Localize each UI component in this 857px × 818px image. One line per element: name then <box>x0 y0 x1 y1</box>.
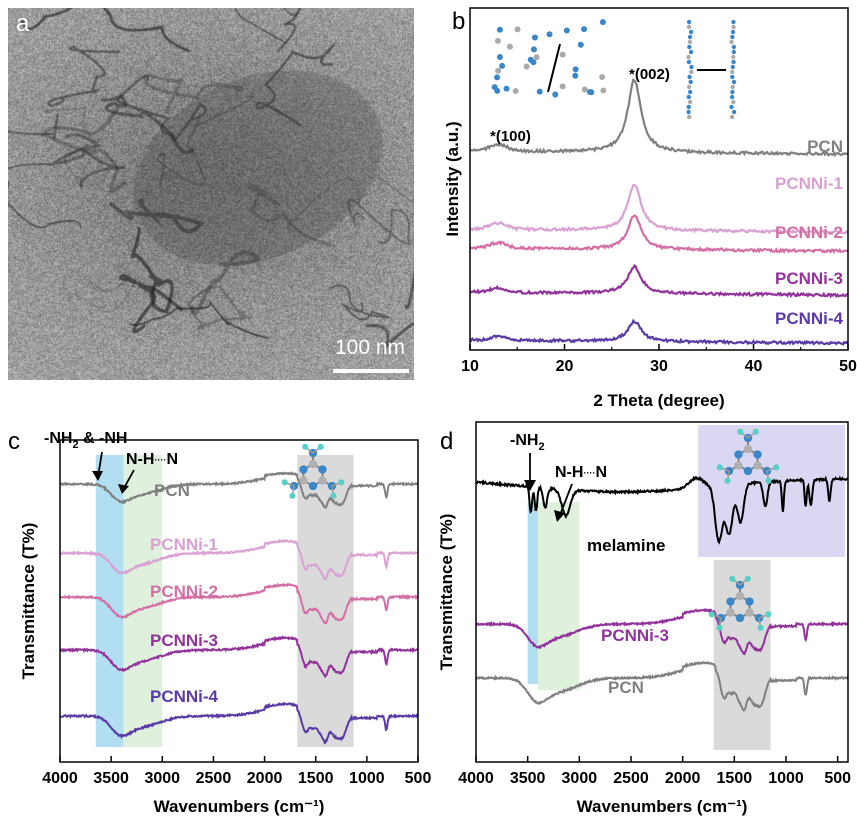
xrd-x-tick-label: 10 <box>461 358 479 375</box>
xrd-series-pcnni-2 <box>470 214 848 254</box>
hbond-arrow-d <box>559 483 573 516</box>
ftir-c-series-label: PCNNi-1 <box>150 535 218 554</box>
ftir-c-series-label: PCNNi-2 <box>150 582 218 601</box>
nh2-label: -NH2 <box>510 432 545 453</box>
ftir-c-x-tick-label: 2000 <box>247 770 283 787</box>
xrd-peak-002-label: *(002) <box>629 66 670 83</box>
xrd-series-pcn <box>470 78 848 158</box>
triazine-structure-icon <box>281 443 345 499</box>
xrd-x-tick-label: 50 <box>839 358 857 375</box>
ftir-d-series-label: melamine <box>587 536 665 555</box>
xrd-chart: b PCN PCNNi-1 PCNNi-2 PCNNi-3 PCNNi-4 *(100)… <box>443 7 857 410</box>
ftir-c-x-tick-label: 2500 <box>196 770 232 787</box>
xrd-peak-100-label: *(100) <box>490 128 531 145</box>
ftir-c-series-label: PCNNi-3 <box>150 631 218 650</box>
ftir-d-series-melamine <box>476 475 848 545</box>
ftir-d-x-tick-label: 2500 <box>613 770 649 787</box>
ftir-d-x-tick-label: 1500 <box>717 770 753 787</box>
ftir-d-series-label: PCN <box>608 678 644 697</box>
xrd-x-tick-label: 40 <box>745 358 763 375</box>
hbond-arrowhead <box>118 484 129 494</box>
xrd-x-tick-label: 30 <box>650 358 668 375</box>
nh2-arrowhead <box>92 471 103 481</box>
ftir-d-highlight-band <box>713 560 771 750</box>
triazine-structure-icon-d <box>708 575 772 631</box>
nh-n-hbond-label-d: N-H····N <box>555 464 607 481</box>
ftir-chart-c: c PCN PCNNi-1 PCNNi-2 PCNNi-3 PCNNi-4 -NH2 &… <box>8 428 431 816</box>
ftir-d-x-tick-label: 2000 <box>665 770 701 787</box>
ftir-c-series-pcnni-1 <box>60 538 418 581</box>
ftir-d-x-axis-label: Wavenumbers (cm⁻¹) <box>577 797 748 816</box>
panel-letter-a: a <box>16 10 30 37</box>
ftir-d-x-tick-label: 4000 <box>458 770 494 787</box>
xrd-series-label: PCN <box>807 137 843 156</box>
ftir-c-highlight-band <box>95 455 124 747</box>
hbond-arrowhead-d <box>554 510 565 522</box>
ftir-c-series-pcnni-2 <box>60 582 418 625</box>
ftir-d-x-tick-label: 3000 <box>562 770 598 787</box>
ftir-c-series-label: PCNNi-4 <box>150 687 219 706</box>
ftir-d-highlight-band <box>527 502 538 684</box>
hbond-arrow <box>123 469 135 489</box>
xrd-series-label: PCNNi-1 <box>775 174 843 193</box>
xrd-series-pcnni-4 <box>470 318 848 346</box>
nh-n-hbond-label: N-H····N <box>126 451 178 468</box>
interlayer-arrow <box>547 43 561 93</box>
ftir-c-series-pcn <box>60 471 418 509</box>
melon-sheet-structure-icon <box>491 19 607 98</box>
ftir-c-x-tick-label: 500 <box>405 770 432 787</box>
ftir-d-series-label: PCNNi-3 <box>601 626 669 645</box>
tem-micrograph <box>8 8 414 380</box>
xrd-series-label: PCNNi-3 <box>775 269 843 288</box>
xrd-series-label: PCNNi-4 <box>775 309 844 328</box>
ftir-c-plot-frame <box>59 439 419 763</box>
ftir-d-highlight-band <box>698 425 845 557</box>
ftir-c-series-pcnni-3 <box>60 635 418 679</box>
nh2-arrowhead-d <box>524 480 536 491</box>
melamine-structure-icon <box>716 428 780 484</box>
xrd-series-pcnni-3 <box>470 264 848 299</box>
ftir-c-y-axis-label: Transmittance (T%) <box>19 523 38 680</box>
ftir-d-plot-frame <box>475 421 849 763</box>
nh2-nh-label: -NH2 & -NH <box>44 430 127 451</box>
xrd-x-tick-label: 20 <box>556 358 574 375</box>
ftir-c-highlight-band <box>123 455 163 747</box>
ftir-d-x-tick-label: 1000 <box>768 770 804 787</box>
ftir-c-x-tick-label: 3500 <box>93 770 129 787</box>
ftir-c-x-tick-label: 1000 <box>349 770 385 787</box>
ftir-d-series-pcn <box>476 661 848 712</box>
ftir-d-x-tick-label: 3500 <box>510 770 546 787</box>
panel-letter-b: b <box>452 8 465 35</box>
interlayer-stack-structure-icon <box>686 19 737 120</box>
ftir-c-highlight-band <box>297 455 354 747</box>
ftir-c-x-tick-label: 3000 <box>144 770 180 787</box>
ftir-chart-d: d melamine PCNNi-3 PCN -NH2 N-H····N 4000 35… <box>437 421 851 816</box>
panel-letter-d: d <box>440 428 453 455</box>
xrd-x-axis-label: 2 Theta (degree) <box>593 391 724 410</box>
ftir-c-x-tick-label: 4000 <box>42 770 78 787</box>
ftir-d-x-tick-label: 500 <box>824 770 851 787</box>
scale-bar <box>333 369 409 373</box>
tem-image-panel: a 100 nm <box>8 8 414 380</box>
scale-bar-label: 100 nm <box>334 336 406 359</box>
xrd-series-pcnni-1 <box>470 183 848 236</box>
ftir-d-y-axis-label: Transmittance (T%) <box>437 514 456 671</box>
panel-letter-c: c <box>8 428 20 455</box>
xrd-y-axis-label: Intensity (a.u.) <box>443 121 462 236</box>
ftir-c-series-label: PCN <box>154 481 190 500</box>
ftir-c-x-axis-label: Wavenumbers (cm⁻¹) <box>154 797 325 816</box>
ftir-d-series-pcnni-3 <box>476 607 848 656</box>
xrd-series-label: PCNNi-2 <box>775 223 843 242</box>
ftir-c-series-pcnni-4 <box>60 701 418 745</box>
ftir-d-highlight-band <box>538 502 580 690</box>
ftir-c-x-tick-label: 1500 <box>298 770 334 787</box>
